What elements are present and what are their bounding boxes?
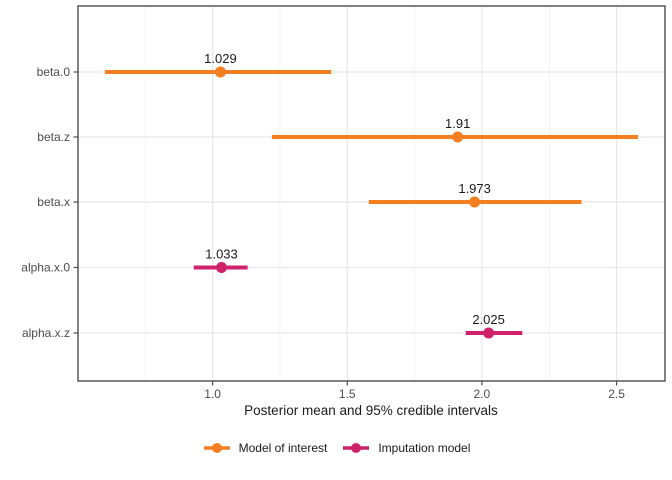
value-label-beta.0: 1.029 <box>204 51 237 66</box>
legend: Model of interest Imputation model <box>0 441 672 455</box>
point-alpha.x.0 <box>216 262 228 273</box>
x-tick-label-2.5: 2.5 <box>608 387 625 401</box>
point-beta.x <box>469 196 481 208</box>
value-label-beta.x: 1.973 <box>458 181 491 196</box>
value-label-alpha.x.z: 2.025 <box>472 312 505 327</box>
panel-border <box>77 5 666 382</box>
legend-label: Imputation model <box>378 441 471 455</box>
value-label-alpha.x.0: 1.033 <box>205 247 238 262</box>
y-tick-label-alpha.x.0: alpha.x.0 <box>21 261 70 275</box>
x-axis-title: Posterior mean and 95% credible interval… <box>244 403 498 418</box>
value-label-beta.z: 1.91 <box>445 116 470 131</box>
legend-label: Model of interest <box>238 441 328 455</box>
x-tick-label-1: 1.0 <box>204 387 221 401</box>
legend-key-pointrange-icon <box>203 443 230 453</box>
y-tick-label-beta.z: beta.z <box>37 130 70 144</box>
panel-background <box>78 6 665 381</box>
point-beta.0 <box>214 66 226 78</box>
point-beta.z <box>452 131 464 143</box>
legend-key-pointrange-icon <box>343 443 370 453</box>
point-alpha.x.z <box>483 327 495 339</box>
x-tick-label-2: 2.0 <box>474 387 491 401</box>
x-tick-label-1.5: 1.5 <box>339 387 356 401</box>
legend-item-model-of-interest: Model of interest <box>202 441 328 455</box>
y-tick-label-beta.x: beta.x <box>37 195 70 209</box>
y-tick-label-beta.0: beta.0 <box>37 65 71 79</box>
legend-item-imputation-model: Imputation model <box>341 441 470 455</box>
y-tick-label-alpha.x.z: alpha.x.z <box>22 326 70 340</box>
plot-canvas: 1.029 1.91 1.973 1.033 2.025 1.0 1.5 2.0 2.5 beta… <box>21 5 666 418</box>
